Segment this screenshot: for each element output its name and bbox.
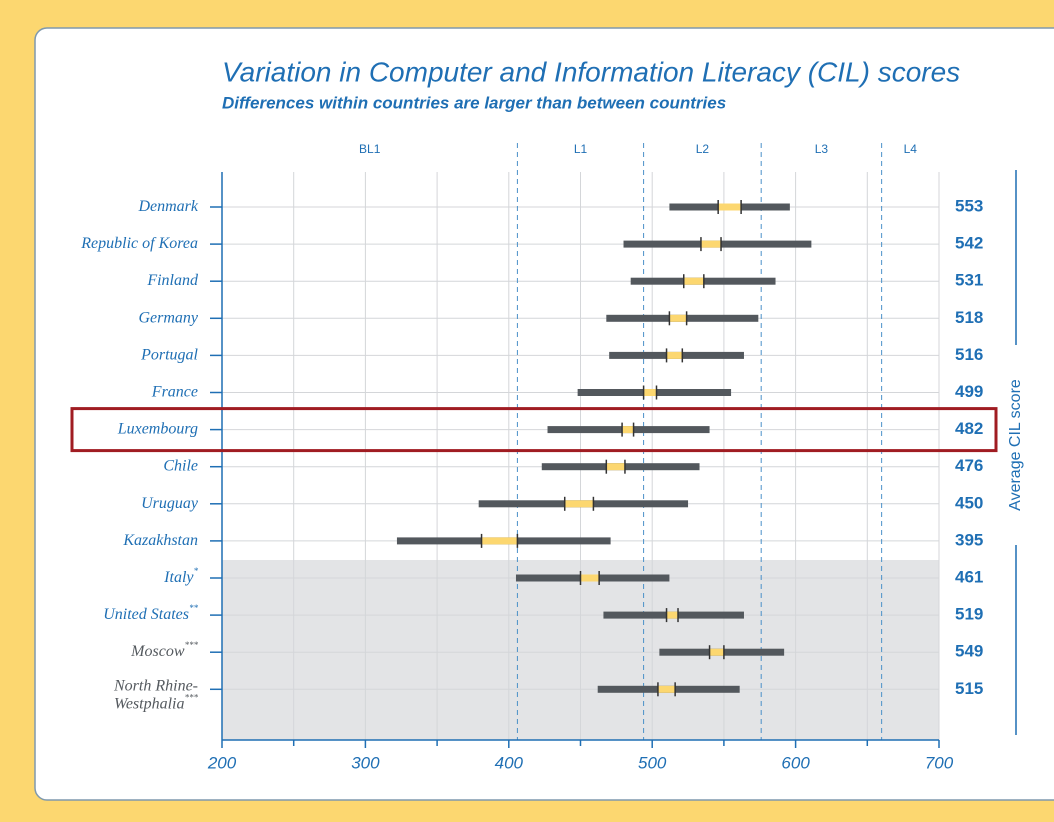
average-label: 518: [955, 308, 983, 327]
x-tick-label: 500: [638, 753, 667, 772]
category-label: North Rhine-Westphalia***: [113, 677, 199, 712]
ci-bar: [564, 500, 594, 508]
average-label: 553: [955, 196, 983, 215]
category-label: Luxembourg: [117, 420, 198, 437]
average-label: 482: [955, 419, 983, 438]
ci-bar: [643, 389, 657, 396]
x-tick-label: 400: [495, 753, 524, 772]
average-label: 516: [955, 345, 983, 364]
category-label: France: [151, 383, 198, 400]
x-tick-label: 700: [925, 753, 954, 772]
ci-bar: [657, 685, 676, 693]
benchmark-label: L1: [574, 142, 588, 156]
average-label: 450: [955, 493, 983, 512]
average-label: 476: [955, 456, 983, 475]
ci-bar: [666, 351, 683, 359]
ci-bar: [718, 203, 742, 211]
benchmark-label: L4: [904, 142, 918, 156]
ci-bar: [700, 240, 722, 248]
category-label: Moscow***: [130, 640, 198, 660]
average-label: 519: [955, 605, 983, 624]
chart-subtitle: Differences within countries are larger …: [222, 93, 726, 112]
average-label: 515: [955, 679, 983, 698]
ci-bar: [622, 426, 634, 434]
ci-bar: [580, 574, 600, 582]
category-label: Kazakhstan: [122, 532, 198, 549]
ci-bar: [606, 463, 625, 471]
category-label: Italy*: [163, 566, 198, 586]
category-label: Uruguay: [141, 494, 199, 511]
y2-axis-label: Average CIL score: [1007, 379, 1024, 511]
category-label: Chile: [163, 457, 198, 474]
category-label: Denmark: [137, 198, 198, 215]
chart-title: Variation in Computer and Information Li…: [222, 56, 960, 87]
benchmark-label: L2: [696, 142, 710, 156]
highlight-box: [70, 407, 998, 453]
ci-bar: [709, 648, 724, 656]
ci-bar: [666, 611, 679, 619]
average-label: 542: [955, 234, 983, 253]
average-label: 499: [955, 382, 983, 401]
benchmark-label: BL1: [359, 142, 381, 156]
average-label: 395: [955, 530, 983, 549]
category-label: United States**: [103, 603, 198, 623]
average-label: 531: [955, 271, 983, 290]
benchmark-label: L3: [815, 142, 829, 156]
average-label: 461: [955, 567, 983, 586]
average-label: 549: [955, 642, 983, 661]
x-tick-label: 200: [207, 753, 237, 772]
x-tick-label: 600: [781, 753, 810, 772]
category-label: Finland: [146, 272, 199, 289]
ci-bar: [669, 314, 687, 322]
category-label: Portugal: [140, 346, 198, 363]
category-label: Republic of Korea: [80, 235, 198, 252]
category-label: Germany: [138, 309, 198, 326]
x-tick-label: 300: [351, 753, 380, 772]
ci-bar: [481, 537, 518, 545]
ci-bar: [683, 277, 704, 285]
